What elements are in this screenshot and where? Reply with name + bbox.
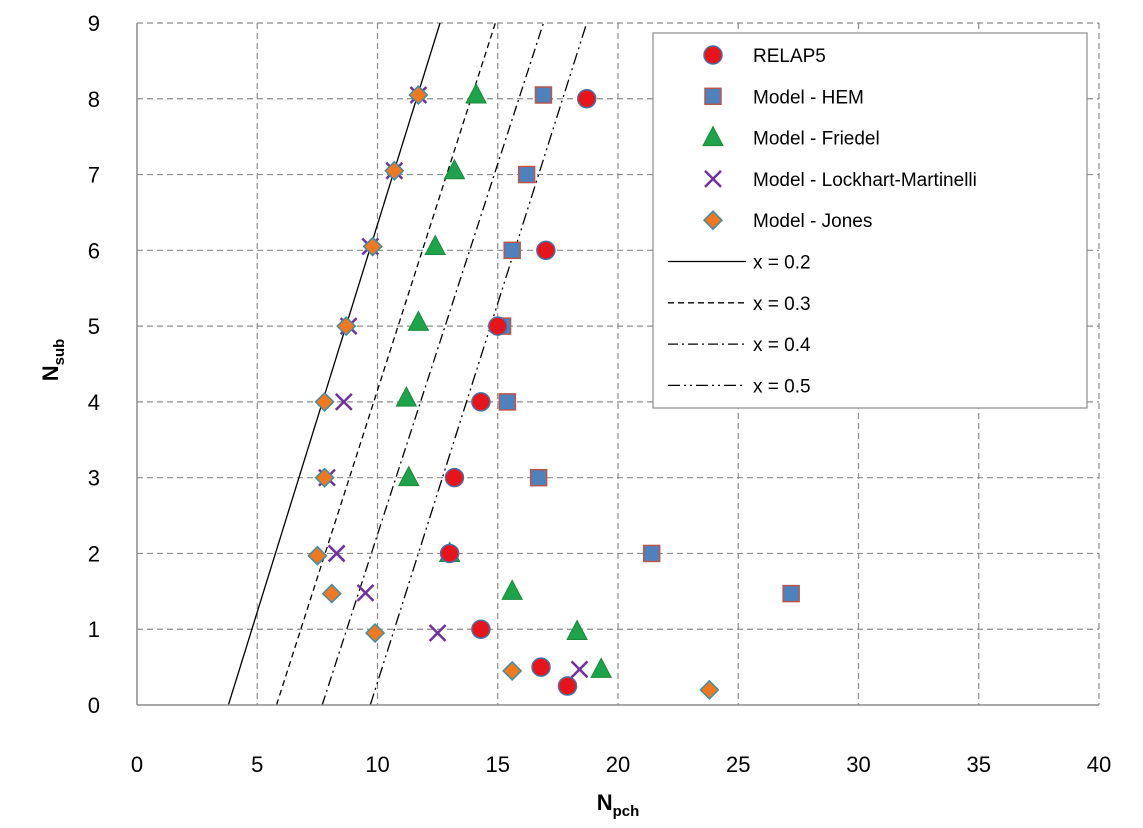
data-point-circle xyxy=(439,543,460,564)
x-tick-label: 0 xyxy=(131,752,143,777)
legend-label: x = 0.5 xyxy=(753,376,811,397)
data-point-square xyxy=(534,86,553,104)
data-point-triangle xyxy=(395,386,418,407)
x-tick-label: 15 xyxy=(486,752,510,777)
legend-label: Model - Jones xyxy=(753,211,872,232)
legend-label: Model - HEM xyxy=(753,87,864,108)
legend-label: x = 0.2 xyxy=(753,253,811,274)
trend-line-layer xyxy=(227,23,588,705)
x-tick-label: 20 xyxy=(606,752,630,777)
data-point-circle xyxy=(536,240,556,261)
legend-marker-triangle xyxy=(702,125,724,147)
legend-label: RELAP5 xyxy=(753,46,826,67)
data-point-triangle xyxy=(424,234,447,256)
data-point-diamond xyxy=(384,160,405,181)
legend-marker-square xyxy=(704,87,722,106)
x-tick-label: 5 xyxy=(251,752,263,777)
legend-label: Model - Lockhart-Martinelli xyxy=(753,170,977,191)
data-point-diamond xyxy=(307,545,328,566)
data-point-square xyxy=(498,393,517,411)
x-tick-label: 30 xyxy=(846,752,870,777)
trend-line-02 xyxy=(227,23,441,705)
data-point-circle xyxy=(471,619,491,639)
data-point-circle xyxy=(557,676,578,696)
y-axis-title: Nsub xyxy=(38,339,68,382)
legend-box xyxy=(652,32,1088,409)
axis-layer: 0 5 10 15 20 25 30 35 40 0 1 2 3 4 5 6 7 8 9 Npch Nsub xyxy=(38,11,1111,820)
data-point-x xyxy=(334,393,353,411)
legend: RELAP5 Model - HEM Model - Friedel Model - … xyxy=(652,32,1088,409)
data-point-x xyxy=(428,624,447,642)
data-point-diamond xyxy=(699,679,720,700)
data-point-diamond xyxy=(408,84,429,106)
data-point-square xyxy=(642,544,661,563)
trend-line-05 xyxy=(369,23,588,705)
legend-label: x = 0.3 xyxy=(753,294,811,315)
data-point-diamond xyxy=(321,583,342,604)
y-tick-label: 5 xyxy=(88,314,100,339)
data-point-diamond xyxy=(502,660,523,681)
x-tick-label: 10 xyxy=(365,752,389,777)
y-tick-label: 0 xyxy=(88,693,100,718)
data-point-layer xyxy=(307,82,800,700)
data-point-square xyxy=(529,468,548,487)
data-point-triangle xyxy=(566,619,588,640)
y-tick-label: 3 xyxy=(88,466,100,491)
data-point-square xyxy=(503,241,521,260)
trend-line-03 xyxy=(275,23,496,705)
data-point-diamond xyxy=(365,622,386,644)
y-tick-label: 9 xyxy=(88,11,100,36)
data-point-triangle xyxy=(397,465,420,487)
x-tick-label: 35 xyxy=(967,752,991,777)
legend-marker-circle xyxy=(703,45,723,65)
data-point-circle xyxy=(471,392,491,412)
data-point-circle xyxy=(444,467,465,488)
data-point-square xyxy=(517,165,536,184)
data-point-diamond xyxy=(314,467,335,488)
trend-line-04 xyxy=(321,23,545,705)
y-tick-label: 8 xyxy=(88,87,100,112)
y-tick-label: 7 xyxy=(88,163,100,188)
data-point-circle xyxy=(488,316,508,336)
data-point-diamond xyxy=(362,236,383,257)
data-point-triangle xyxy=(501,579,524,600)
y-tick-label: 6 xyxy=(88,238,100,263)
y-tick-label: 1 xyxy=(88,617,100,642)
data-point-diamond xyxy=(314,391,335,412)
data-point-triangle xyxy=(465,82,487,104)
data-point-diamond xyxy=(336,316,357,337)
x-axis-title: Npch xyxy=(597,790,640,820)
data-point-triangle xyxy=(443,158,466,180)
x-tick-label: 25 xyxy=(726,752,750,777)
data-point-circle xyxy=(576,89,597,109)
legend-marker-x xyxy=(704,170,722,188)
x-tick-label: 40 xyxy=(1087,752,1111,777)
y-tick-label: 4 xyxy=(88,390,100,415)
legend-label: x = 0.4 xyxy=(753,335,811,356)
data-point-x xyxy=(327,544,346,563)
data-point-x xyxy=(570,660,589,679)
data-point-circle xyxy=(531,657,551,677)
y-tick-label: 2 xyxy=(88,541,100,566)
legend-marker-diamond xyxy=(702,210,724,231)
legend-label: Model - Friedel xyxy=(753,129,880,150)
data-point-triangle xyxy=(590,657,612,678)
data-point-x xyxy=(356,583,375,602)
data-point-square xyxy=(782,584,800,603)
data-point-triangle xyxy=(407,310,430,331)
